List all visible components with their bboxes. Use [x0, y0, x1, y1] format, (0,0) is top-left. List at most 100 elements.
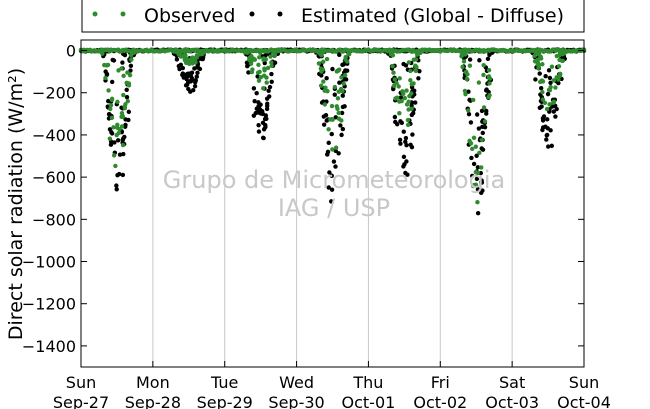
estimated-point — [323, 112, 329, 118]
estimated-point — [546, 144, 551, 149]
estimated-point — [474, 176, 480, 182]
observed-point — [465, 72, 470, 77]
estimated-point — [339, 110, 345, 116]
estimated-point — [329, 131, 334, 137]
y-tick-label: −1000 — [22, 253, 76, 272]
estimated-point — [260, 120, 266, 125]
observed-point — [176, 52, 182, 57]
estimated-point — [189, 70, 195, 75]
observed-point — [336, 110, 341, 116]
estimated-point — [336, 151, 341, 156]
observed-point — [107, 136, 113, 141]
x-tick-label-day: Tue — [210, 373, 238, 392]
estimated-point — [325, 152, 330, 157]
estimated-point — [261, 135, 266, 141]
estimated-point — [340, 62, 345, 67]
estimated-point — [474, 153, 479, 158]
gridlines — [152, 40, 513, 367]
estimated-point — [124, 87, 129, 93]
legend-observed-marker — [92, 11, 98, 17]
observed-point — [467, 63, 473, 68]
observed-point — [262, 66, 267, 71]
estimated-point — [393, 119, 398, 125]
observed-point — [201, 48, 207, 54]
legend-estimated-marker — [277, 11, 283, 17]
observed-point — [548, 84, 553, 90]
observed-point — [263, 57, 269, 62]
observed-point — [540, 97, 546, 102]
watermark: Grupo de Micrometeorologia IAG / USP — [163, 166, 505, 222]
estimated-point — [331, 159, 337, 164]
estimated-point — [478, 170, 483, 176]
observed-point — [463, 91, 468, 97]
estimated-point — [114, 187, 119, 192]
observed-point — [250, 67, 255, 72]
estimated-point — [469, 155, 474, 161]
observed-point — [405, 122, 411, 128]
observed-point — [477, 150, 482, 155]
estimated-point — [121, 151, 126, 157]
observed-point — [272, 50, 278, 55]
estimated-point — [401, 129, 406, 134]
estimated-point — [128, 63, 134, 69]
observed-point — [408, 78, 413, 83]
observed-point — [461, 59, 467, 64]
observed-point — [536, 63, 541, 69]
observed-point — [486, 74, 492, 79]
estimated-point — [106, 98, 111, 104]
observed-point — [252, 57, 258, 62]
observed-point — [268, 54, 273, 59]
observed-point — [479, 165, 484, 170]
estimated-point — [538, 86, 544, 91]
observed-point — [487, 93, 492, 98]
watermark-line-2: IAG / USP — [278, 194, 390, 222]
observed-point — [470, 183, 476, 189]
observed-point — [109, 96, 115, 101]
estimated-point — [259, 108, 265, 114]
observed-point — [186, 57, 192, 63]
estimated-point — [467, 57, 473, 62]
estimated-point — [182, 73, 187, 79]
x-tick-label-date: Oct-01 — [342, 393, 396, 409]
estimated-point — [554, 106, 559, 112]
observed-point — [336, 89, 341, 94]
observed-point — [269, 63, 274, 69]
estimated-point — [264, 106, 270, 112]
observed-point — [108, 103, 114, 108]
plot-frame — [80, 39, 585, 368]
estimated-point — [192, 80, 198, 85]
observed-point — [269, 60, 274, 65]
estimated-point — [409, 103, 414, 108]
estimated-point — [186, 86, 191, 92]
observed-point — [402, 95, 408, 101]
observed-point — [560, 58, 565, 64]
observed-point — [318, 83, 324, 88]
observed-point — [539, 78, 545, 83]
estimated-point — [474, 112, 480, 117]
observed-point — [341, 81, 346, 86]
observed-point — [249, 58, 254, 64]
estimated-point — [401, 154, 407, 160]
estimated-point — [340, 104, 346, 110]
observed-point — [397, 111, 402, 116]
estimated-point — [479, 108, 485, 114]
estimated-point — [254, 90, 259, 96]
estimated-point — [553, 114, 558, 119]
observed-point — [542, 100, 548, 106]
observed-point — [409, 91, 414, 96]
x-tick-label-day: Wed — [279, 373, 314, 392]
legend-frame — [81, 0, 585, 33]
observed-point — [473, 169, 479, 175]
estimated-point — [110, 79, 115, 85]
y-tick-label: −1200 — [22, 295, 76, 314]
observed-point — [343, 54, 348, 60]
observed-point — [186, 49, 191, 54]
estimated-point — [338, 123, 343, 128]
observed-point — [330, 117, 335, 122]
estimated-point — [256, 129, 262, 134]
data-points — [78, 47, 587, 216]
observed-point — [106, 88, 111, 93]
y-tick-label: −400 — [32, 126, 76, 145]
observed-point — [537, 55, 543, 61]
observed-point — [109, 115, 115, 121]
